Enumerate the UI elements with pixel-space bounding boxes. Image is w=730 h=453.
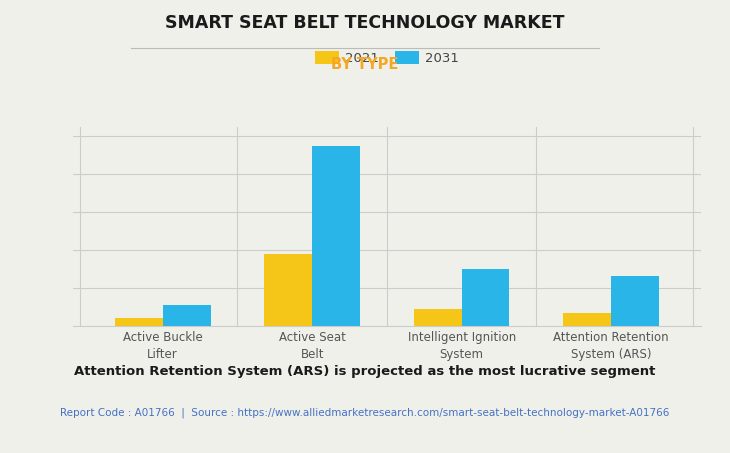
Bar <box>312 146 360 326</box>
Bar <box>264 254 312 326</box>
Bar <box>461 269 510 326</box>
Bar <box>115 318 163 326</box>
Bar <box>564 313 611 326</box>
Text: SMART SEAT BELT TECHNOLOGY MARKET: SMART SEAT BELT TECHNOLOGY MARKET <box>165 14 565 32</box>
Bar <box>163 305 210 326</box>
Bar <box>611 276 659 326</box>
Text: BY TYPE: BY TYPE <box>331 57 399 72</box>
Text: Attention Retention System (ARS) is projected as the most lucrative segment: Attention Retention System (ARS) is proj… <box>74 365 656 378</box>
Legend: 2021, 2031: 2021, 2031 <box>310 46 464 70</box>
Bar <box>414 309 461 326</box>
Text: Report Code : A01766  |  Source : https://www.alliedmarketresearch.com/smart-sea: Report Code : A01766 | Source : https://… <box>61 408 669 418</box>
